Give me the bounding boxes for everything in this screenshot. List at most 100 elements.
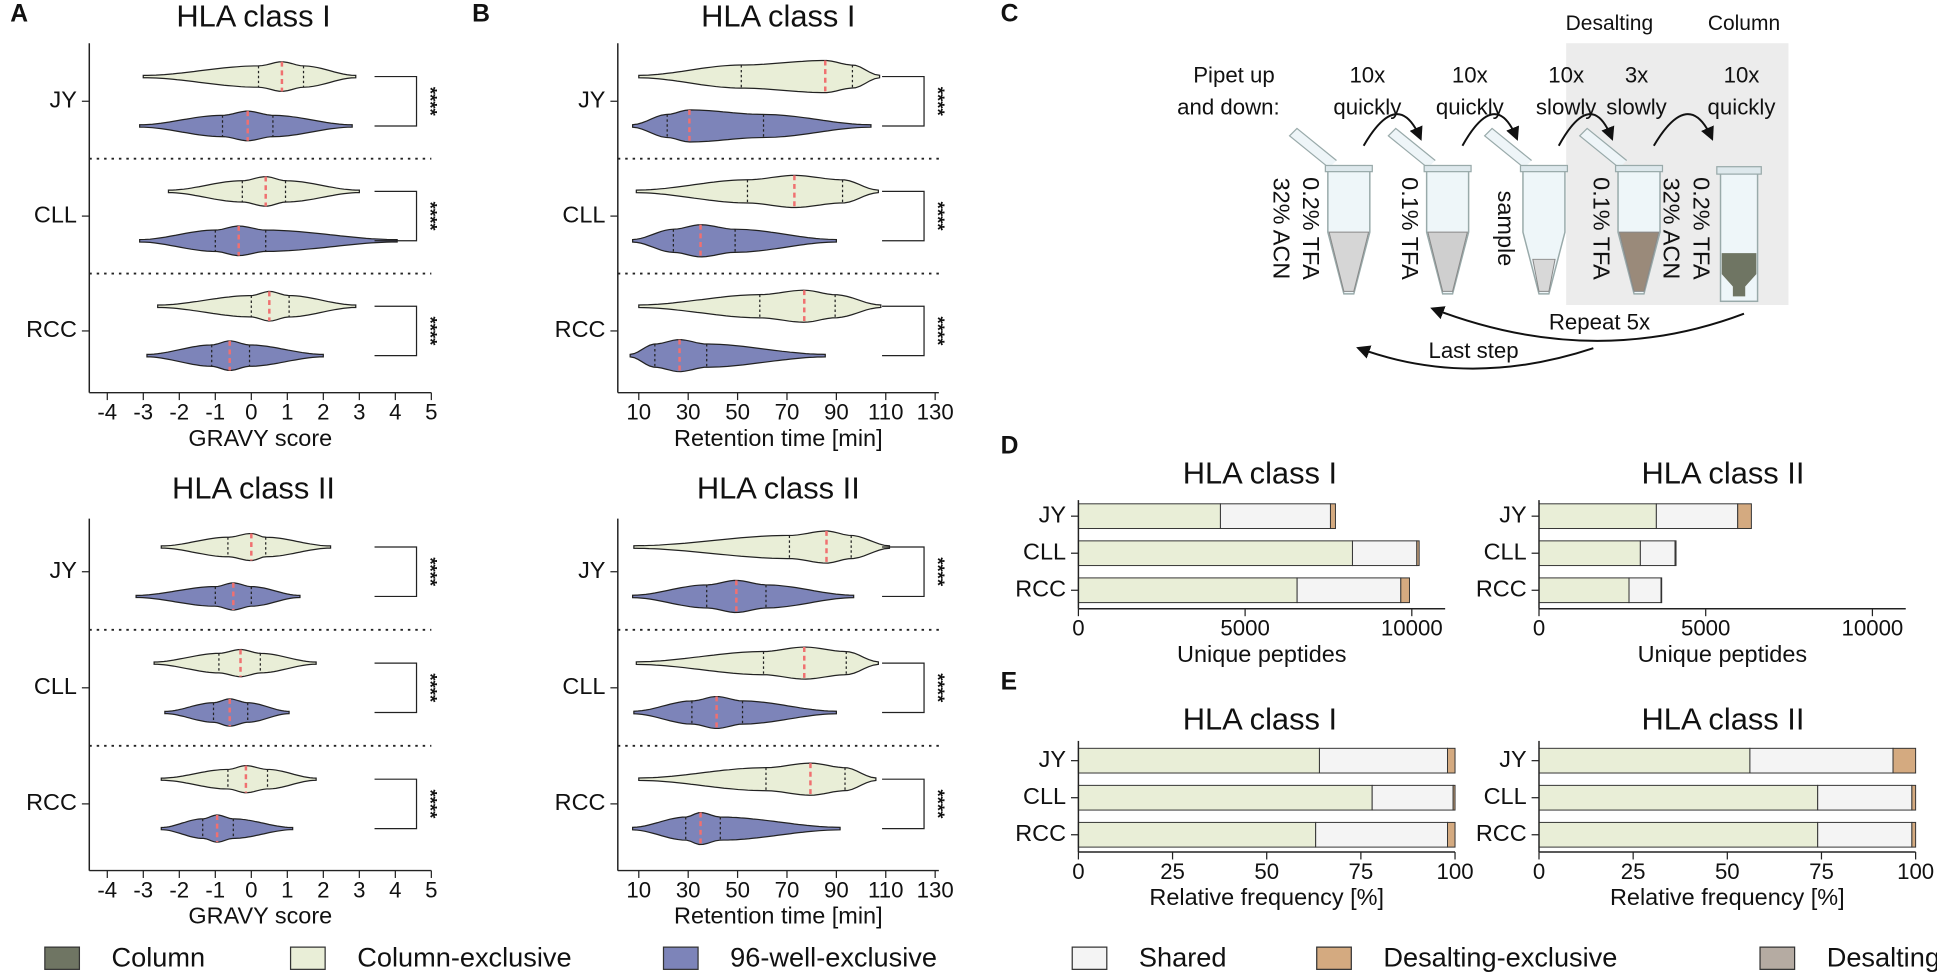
x-tick-label: 90 (824, 400, 849, 425)
x-tick-label: -1 (205, 877, 225, 902)
violin (146, 340, 324, 371)
bar-segment (1655, 503, 1739, 530)
panel-letter: A (10, 0, 28, 27)
x-tick-label: 4 (389, 877, 401, 902)
x-tick-label: -4 (97, 877, 117, 902)
x-tick-label: 110 (868, 400, 903, 425)
tube-liquid (1618, 231, 1660, 292)
bar-segment (1077, 747, 1320, 774)
header-label: Column (1708, 12, 1780, 35)
x-tick-label: 100 (1897, 859, 1934, 884)
bar-segment (1817, 784, 1913, 811)
significance-bracket (882, 778, 925, 830)
chart-title: HLA class I (176, 0, 330, 34)
legend-label: Desalting (1827, 942, 1937, 973)
violin (160, 532, 332, 562)
tube-liquid (1532, 258, 1556, 292)
panel-letter: E (1001, 668, 1017, 695)
significance-label: **** (928, 202, 949, 232)
column-material (1721, 253, 1757, 297)
category-label: JY (578, 86, 606, 112)
category-label: JY (50, 557, 78, 583)
tube-label: 32% ACN (1268, 178, 1294, 280)
bar-segment (1639, 540, 1676, 567)
violin (157, 290, 357, 322)
significance-label: **** (928, 789, 949, 819)
violin (164, 698, 290, 727)
significance-bracket (374, 778, 418, 830)
chart-title: HLA class I (1183, 701, 1337, 736)
x-tick-label: 5 (425, 877, 437, 902)
loop-label: Last step (1428, 338, 1518, 363)
significance-bracket (374, 75, 418, 127)
violin (139, 225, 398, 257)
category-label: JY (1499, 501, 1527, 527)
x-tick-label: 50 (725, 877, 750, 902)
chart-title: HLA class I (1183, 456, 1337, 491)
significance-bracket (374, 190, 418, 242)
x-tick-label: 4 (389, 400, 401, 425)
tube-rim (1423, 164, 1472, 173)
bar-segment (1674, 540, 1677, 567)
column-rim (1716, 166, 1762, 175)
category-label: JY (1039, 746, 1067, 772)
violin (638, 59, 881, 94)
x-axis-label: Retention time [min] (674, 425, 883, 451)
x-tick-label: 10000 (1381, 616, 1443, 641)
x-tick-label: 3 (353, 877, 365, 902)
significance-bracket (374, 546, 418, 598)
bar-segment (1911, 821, 1917, 848)
x-tick-label: 0 (245, 400, 257, 425)
violin (638, 762, 877, 796)
x-tick-label: 50 (725, 400, 750, 425)
bar-segment (1296, 577, 1402, 604)
x-axis-label: Relative frequency [%] (1149, 884, 1384, 910)
x-tick-label: 90 (824, 877, 849, 902)
legend-swatch (1071, 946, 1108, 970)
bar-segment (1538, 503, 1657, 530)
violin (632, 579, 855, 614)
category-label: RCC (1015, 575, 1066, 601)
tube-lid (1288, 127, 1337, 169)
category-label: CLL (562, 201, 605, 227)
category-label: RCC (1476, 575, 1527, 601)
legend-swatch (1759, 946, 1796, 970)
step-label: slowly (1606, 95, 1667, 120)
transfer-arrow (1362, 113, 1423, 147)
legend-label: Column (112, 942, 206, 973)
category-label: CLL (34, 673, 77, 699)
category-label: CLL (34, 201, 77, 227)
bar-segment (1538, 784, 1819, 811)
bar-segment (1351, 540, 1418, 567)
significance-label: **** (928, 87, 949, 117)
bar-segment (1538, 577, 1630, 604)
significance-label: **** (420, 317, 441, 347)
violin (160, 814, 294, 843)
significance-bracket (882, 75, 925, 127)
x-tick-label: 100 (1436, 859, 1473, 884)
violin (633, 695, 837, 730)
prompt-label: and down: (1177, 95, 1280, 120)
significance-label: **** (420, 557, 441, 587)
significance-label: **** (420, 87, 441, 117)
violin (135, 582, 301, 611)
bar-segment (1329, 503, 1336, 530)
significance-label: **** (928, 673, 949, 703)
violin (632, 109, 872, 143)
prompt-label: Pipet up (1193, 62, 1275, 87)
bar-segment (1077, 821, 1317, 848)
x-tick-label: 0 (1072, 616, 1084, 641)
x-tick-label: 110 (868, 877, 903, 902)
step-label: 3x (1625, 62, 1648, 87)
loop-label: Repeat 5x (1549, 309, 1650, 334)
legend-label: Shared (1139, 942, 1227, 973)
legend-label: Desalting-exclusive (1383, 942, 1617, 973)
tube-label: 0.1% TFA (1397, 177, 1423, 280)
x-axis-label: GRAVY score (188, 903, 332, 929)
significance-label: **** (928, 317, 949, 347)
bar-segment (1315, 821, 1448, 848)
category-label: CLL (562, 673, 605, 699)
significance-bracket (374, 662, 418, 714)
x-tick-label: 75 (1349, 859, 1374, 884)
